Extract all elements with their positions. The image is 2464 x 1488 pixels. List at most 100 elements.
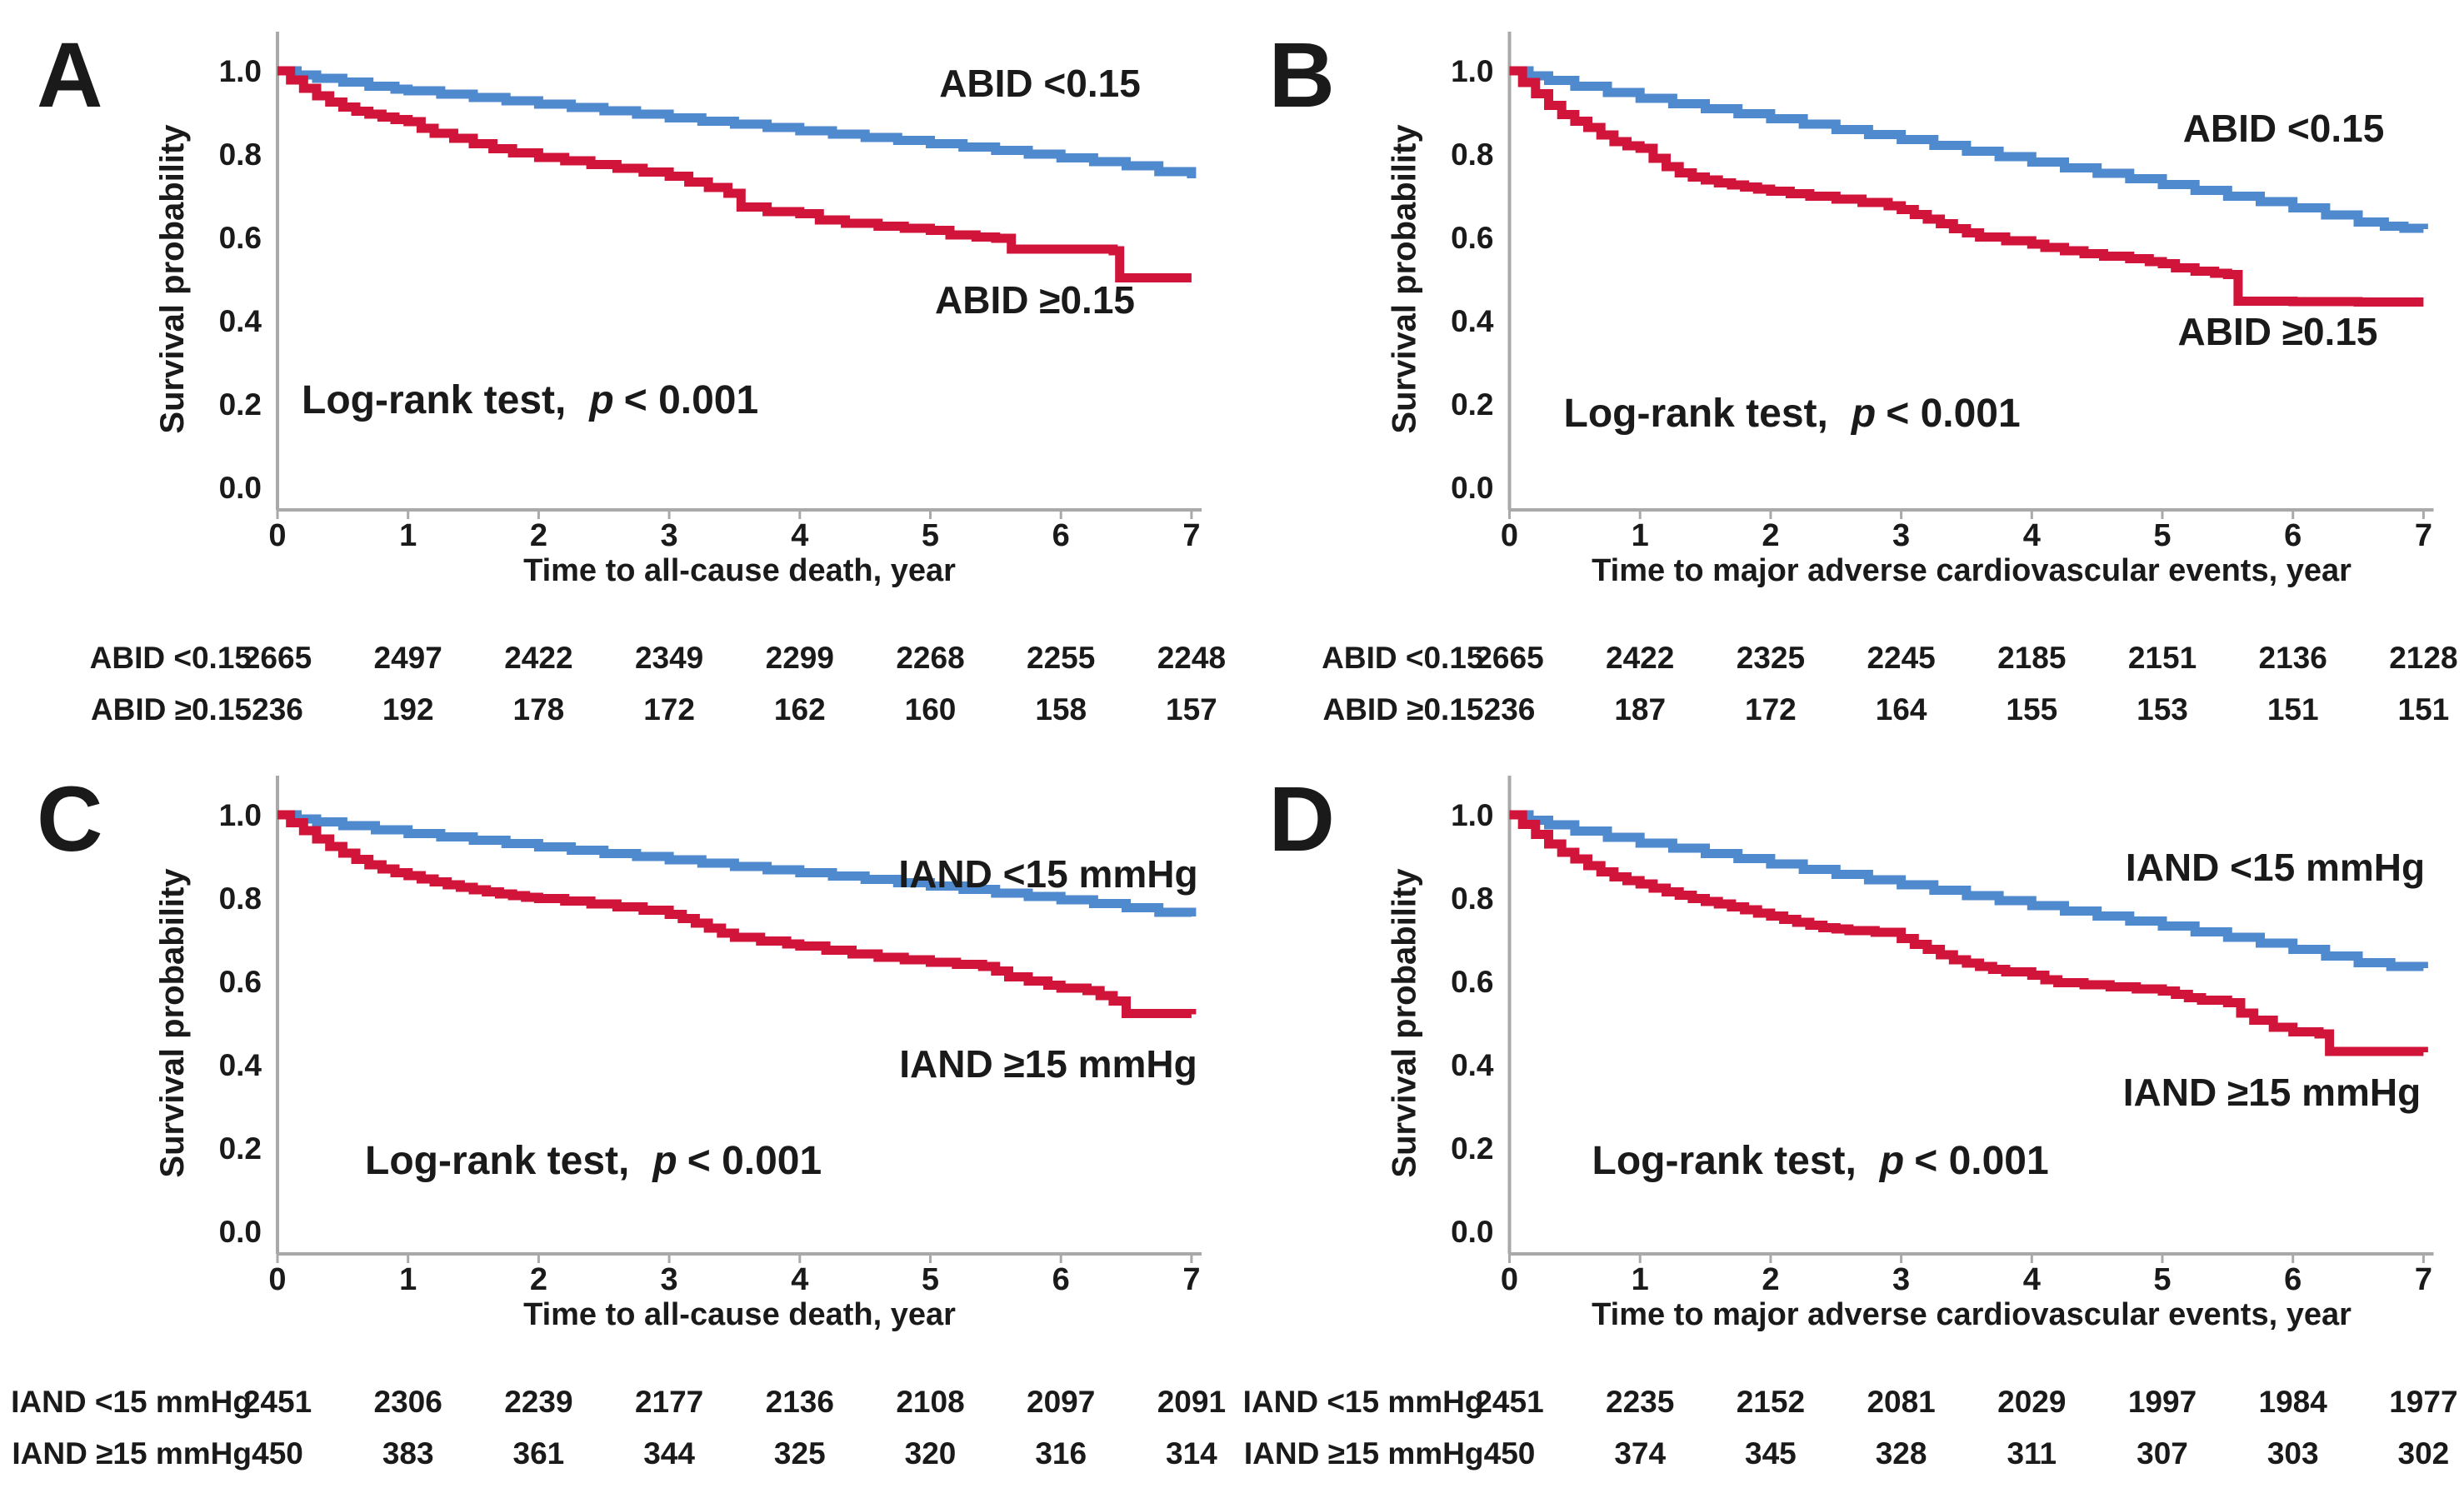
risk-value: 157 bbox=[1166, 692, 1217, 727]
x-tick-label: 6 bbox=[1052, 1262, 1070, 1297]
x-tick-label: 1 bbox=[399, 518, 417, 553]
series-label: ABID <0.15 bbox=[2183, 107, 2385, 150]
risk-value: 2136 bbox=[2259, 641, 2327, 675]
survival-curve-blue bbox=[277, 66, 1197, 178]
logrank-annotation: Log-rank test, p < 0.001 bbox=[1592, 1139, 2049, 1183]
y-axis-title: Survival probability bbox=[1387, 868, 1423, 1178]
risk-row-label: IAND ≥15 mmHg bbox=[12, 1436, 252, 1471]
risk-value: 316 bbox=[1035, 1436, 1087, 1471]
y-tick-label: 0.2 bbox=[1451, 387, 1493, 422]
risk-value: 236 bbox=[252, 692, 303, 727]
x-tick-label: 4 bbox=[2023, 1262, 2041, 1297]
risk-value: 383 bbox=[382, 1436, 434, 1471]
logrank-p-value: < 0.001 bbox=[624, 378, 758, 422]
y-tick-label: 0.0 bbox=[219, 1215, 262, 1249]
x-tick-label: 0 bbox=[1501, 1262, 1518, 1297]
risk-value: 2029 bbox=[1997, 1385, 2066, 1419]
survival-curve-red bbox=[277, 810, 1197, 1018]
x-tick-label: 4 bbox=[791, 1262, 808, 1297]
y-tick-label: 0.2 bbox=[219, 1131, 262, 1166]
y-tick-label: 0.2 bbox=[219, 387, 262, 422]
y-tick-label: 0.8 bbox=[1451, 881, 1493, 916]
risk-value: 2245 bbox=[1867, 641, 1935, 675]
risk-value: 314 bbox=[1166, 1436, 1217, 1471]
risk-row-label: ABID <0.15 bbox=[90, 641, 252, 675]
x-tick-label: 5 bbox=[2153, 1262, 2171, 1297]
risk-value: 155 bbox=[2006, 692, 2057, 727]
panel-letter: A bbox=[37, 24, 102, 127]
risk-value: 361 bbox=[513, 1436, 565, 1471]
y-axis-title: Survival probability bbox=[154, 868, 191, 1178]
y-tick-label: 0.8 bbox=[1451, 137, 1493, 172]
logrank-prefix: Log-rank test, bbox=[1592, 1139, 1857, 1183]
logrank-prefix: Log-rank test, bbox=[302, 378, 566, 422]
x-tick-label: 2 bbox=[1762, 518, 1779, 553]
risk-value: 2451 bbox=[1475, 1385, 1543, 1419]
y-tick-label: 0.8 bbox=[219, 881, 262, 916]
risk-value: 374 bbox=[1614, 1436, 1666, 1471]
x-tick-label: 7 bbox=[2415, 518, 2432, 553]
y-tick-label: 0.6 bbox=[219, 221, 262, 255]
x-tick-label: 1 bbox=[399, 1262, 417, 1297]
km-plot-B: B 1.0 0.8 0.6 0.4 0.2 0.00 1 2 3 4 5 6 7 Time to major… bbox=[1269, 24, 2458, 727]
risk-value: 172 bbox=[643, 692, 695, 727]
risk-value: 2422 bbox=[504, 641, 572, 675]
x-tick-label: 3 bbox=[661, 518, 678, 553]
survival-curve-red bbox=[1509, 66, 2424, 307]
survival-curve-red bbox=[277, 66, 1192, 282]
y-axis-title: Survival probability bbox=[154, 124, 191, 434]
risk-value: 2091 bbox=[1157, 1385, 1226, 1419]
risk-value: 2151 bbox=[2128, 641, 2197, 675]
risk-value: 172 bbox=[1745, 692, 1797, 727]
risk-value: 344 bbox=[643, 1436, 695, 1471]
x-tick-label: 3 bbox=[661, 1262, 678, 1297]
risk-value: 2177 bbox=[635, 1385, 703, 1419]
risk-value: 151 bbox=[2398, 692, 2450, 727]
logrank-p-value: < 0.001 bbox=[687, 1139, 822, 1183]
x-tick-label: 5 bbox=[922, 1262, 939, 1297]
x-tick-label: 7 bbox=[2415, 1262, 2432, 1297]
risk-value: 187 bbox=[1614, 692, 1666, 727]
risk-value: 153 bbox=[2137, 692, 2188, 727]
risk-value: 450 bbox=[1484, 1436, 1536, 1471]
y-tick-label: 0.4 bbox=[219, 1048, 262, 1082]
panel-letter: B bbox=[1269, 24, 1335, 127]
y-tick-label: 0.6 bbox=[219, 965, 262, 999]
x-tick-label: 5 bbox=[2153, 518, 2171, 553]
x-tick-label: 4 bbox=[2023, 518, 2041, 553]
risk-value: 302 bbox=[2398, 1436, 2450, 1471]
y-tick-label: 0.6 bbox=[1451, 965, 1493, 999]
y-tick-label: 1.0 bbox=[219, 54, 262, 88]
risk-value: 307 bbox=[2137, 1436, 2188, 1471]
risk-row-label: ABID ≥0.15 bbox=[91, 692, 252, 727]
survival-curve-blue bbox=[1509, 810, 2428, 971]
logrank-annotation: Log-rank test, p < 0.001 bbox=[365, 1139, 822, 1183]
risk-value: 450 bbox=[252, 1436, 303, 1471]
risk-value: 2108 bbox=[896, 1385, 964, 1419]
x-tick-label: 2 bbox=[530, 1262, 547, 1297]
y-tick-label: 0.6 bbox=[1451, 221, 1493, 255]
panel-letter: C bbox=[37, 768, 102, 871]
risk-value: 345 bbox=[1745, 1436, 1797, 1471]
risk-row-label: IAND ≥15 mmHg bbox=[1244, 1436, 1484, 1471]
series-label: ABID ≥0.15 bbox=[2178, 310, 2378, 353]
risk-value: 2325 bbox=[1737, 641, 1805, 675]
x-axis-title: Time to all-cause death, year bbox=[523, 1297, 956, 1332]
y-tick-label: 0.4 bbox=[1451, 304, 1494, 338]
y-tick-label: 1.0 bbox=[1451, 798, 1493, 832]
risk-value: 1984 bbox=[2259, 1385, 2328, 1419]
risk-value: 311 bbox=[2007, 1436, 2057, 1471]
y-axis-title: Survival probability bbox=[1387, 124, 1423, 434]
risk-value: 2306 bbox=[374, 1385, 442, 1419]
risk-value: 2665 bbox=[1475, 641, 1543, 675]
risk-value: 192 bbox=[382, 692, 434, 727]
series-label: IAND ≥15 mmHg bbox=[2123, 1071, 2422, 1114]
x-tick-label: 6 bbox=[2284, 1262, 2302, 1297]
x-tick-label: 6 bbox=[2284, 518, 2302, 553]
panel-C: C 1.0 0.8 0.6 0.4 0.2 0.0 0 1 2 3 4 5 6 7 Time to all-c… bbox=[0, 744, 1232, 1488]
x-tick-label: 3 bbox=[1892, 518, 1910, 553]
risk-value: 320 bbox=[905, 1436, 957, 1471]
risk-value: 160 bbox=[905, 692, 957, 727]
x-tick-label: 2 bbox=[1762, 1262, 1779, 1297]
